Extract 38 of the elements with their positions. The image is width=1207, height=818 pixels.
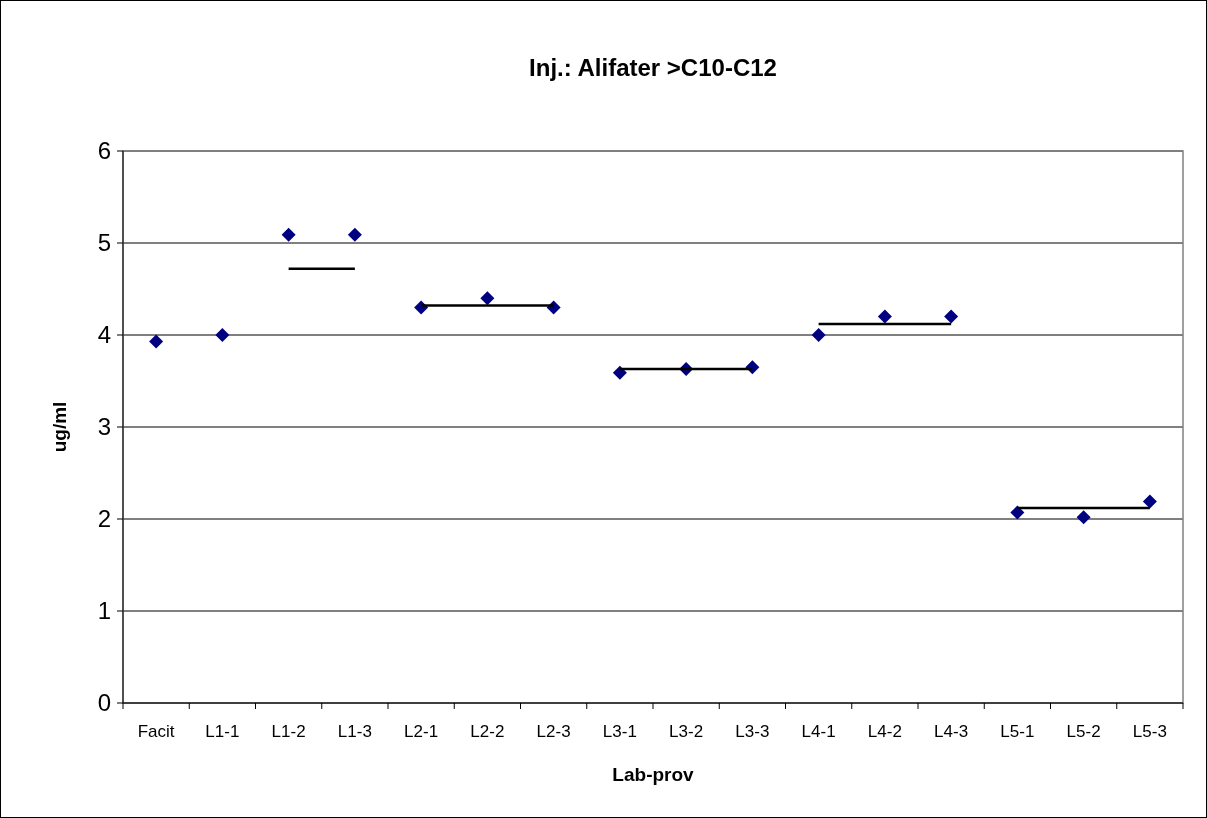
x-axis-title: Lab-prov xyxy=(612,764,695,785)
x-tick-label: L3-2 xyxy=(669,722,704,741)
x-tick-label: Facit xyxy=(137,722,175,741)
point xyxy=(215,328,230,342)
x-tick-label: L1-1 xyxy=(205,722,240,741)
point xyxy=(149,334,164,349)
point xyxy=(347,227,362,242)
y-tick-label: 2 xyxy=(97,505,111,533)
x-tick-label: L3-3 xyxy=(735,722,770,741)
x-tick-label: L1-2 xyxy=(271,722,306,741)
x-tick-label: L2-2 xyxy=(470,722,505,741)
point xyxy=(877,309,892,324)
x-tick-label: L4-2 xyxy=(867,722,902,741)
x-tick-label: L4-1 xyxy=(801,722,836,741)
x-tick-label: L5-1 xyxy=(1000,722,1035,741)
point xyxy=(811,328,826,342)
y-axis-title: ug/ml xyxy=(49,401,70,453)
x-tick-label: L5-3 xyxy=(1132,722,1167,741)
x-tick-label: L5-2 xyxy=(1066,722,1101,741)
y-tick-label: 1 xyxy=(97,597,111,625)
chart-title: Inj.: Alifater >C10-C12 xyxy=(529,54,777,81)
point xyxy=(1010,505,1025,520)
x-tick-label: L2-3 xyxy=(536,722,571,741)
point xyxy=(1142,494,1157,509)
point xyxy=(281,227,296,242)
point xyxy=(944,309,959,324)
y-tick-label: 6 xyxy=(97,137,111,165)
x-tick-label: L4-3 xyxy=(934,722,969,741)
x-tick-label: L1-3 xyxy=(337,722,372,741)
y-tick-label: 4 xyxy=(97,321,111,349)
x-tick-label: L3-1 xyxy=(602,722,637,741)
x-tick-label: L2-1 xyxy=(404,722,439,741)
y-tick-label: 5 xyxy=(97,229,111,257)
point xyxy=(1076,510,1091,525)
point xyxy=(612,365,627,380)
y-tick-label: 0 xyxy=(97,689,111,717)
y-tick-label: 3 xyxy=(97,413,111,441)
point xyxy=(480,291,495,306)
